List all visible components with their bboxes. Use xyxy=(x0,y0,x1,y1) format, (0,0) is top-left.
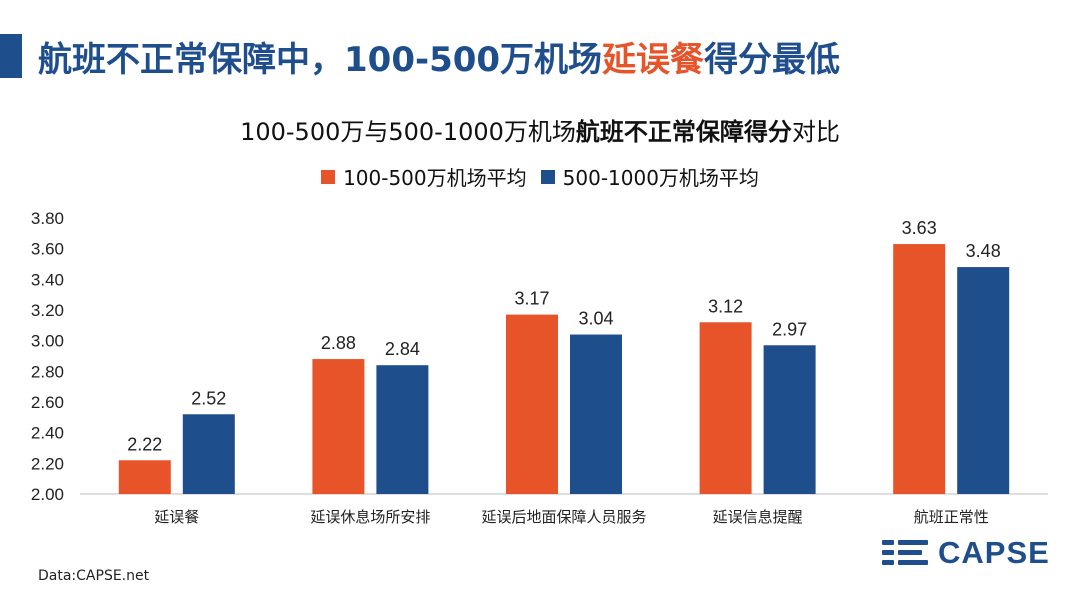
data-label-series-2-category-3: 3.04 xyxy=(578,309,613,329)
bar-series-2-category-1 xyxy=(182,414,235,494)
x-category-label: 延误餐 xyxy=(154,508,199,526)
legend-label-series-2: 500-1000万机场平均 xyxy=(562,166,759,190)
data-label-series-2-category-4: 2.97 xyxy=(772,319,807,339)
chart-title-prefix: 100-500万与500-1000万机场 xyxy=(240,118,576,146)
y-tick-label: 3.00 xyxy=(31,332,64,351)
y-tick-label: 3.80 xyxy=(31,209,64,228)
data-label-series-1-category-2: 2.88 xyxy=(321,333,356,353)
data-label-series-2-category-5: 3.48 xyxy=(966,241,1001,261)
bar-series-1-category-4 xyxy=(699,322,752,494)
bar-series-1-category-2 xyxy=(312,359,365,494)
y-tick-label: 2.00 xyxy=(31,485,64,504)
chart-title-bold: 航班不正常保障得分 xyxy=(575,118,792,146)
y-tick-label: 2.80 xyxy=(31,362,64,381)
slide-title-part1: 航班不正常保障中，100-500万机场 xyxy=(38,40,603,80)
capse-logo: CAPSE xyxy=(882,535,1050,570)
data-label-series-2-category-1: 2.52 xyxy=(191,388,226,408)
bar-series-1-category-3 xyxy=(506,314,558,494)
y-tick-label: 3.60 xyxy=(31,240,64,259)
data-label-series-1-category-3: 3.17 xyxy=(514,289,549,309)
bar-series-2-category-5 xyxy=(957,267,1010,494)
chart-title-suffix: 对比 xyxy=(791,118,840,146)
legend-swatch-series-1 xyxy=(321,169,336,184)
data-label-series-1-category-5: 3.63 xyxy=(902,218,937,238)
title-accent-bar xyxy=(0,34,22,78)
legend-item-series-2: 500-1000万机场平均 xyxy=(540,162,759,191)
capse-logo-mark-icon xyxy=(882,538,930,568)
x-category-label: 航班正常性 xyxy=(914,508,989,526)
slide-header: 航班不正常保障中，100-500万机场延误餐得分最低 xyxy=(0,24,1080,86)
data-label-series-2-category-2: 2.84 xyxy=(385,339,420,359)
legend-item-series-1: 100-500万机场平均 xyxy=(321,162,527,191)
bar-series-2-category-3 xyxy=(570,334,622,494)
data-label-series-1-category-1: 2.22 xyxy=(127,434,162,454)
slide-title-part2: 得分最低 xyxy=(704,40,841,80)
y-tick-label: 3.20 xyxy=(31,301,64,320)
bar-series-2-category-4 xyxy=(763,345,816,494)
slide-title: 航班不正常保障中，100-500万机场延误餐得分最低 xyxy=(38,32,840,81)
y-tick-label: 2.60 xyxy=(31,393,64,412)
x-category-label: 延误休息场所安排 xyxy=(310,508,430,526)
y-tick-label: 3.40 xyxy=(31,270,64,289)
legend-swatch-series-2 xyxy=(540,169,555,184)
chart-legend: 100-500万机场平均 500-1000万机场平均 xyxy=(0,162,1080,191)
data-source-note: Data:CAPSE.net xyxy=(38,568,150,584)
bar-series-2-category-2 xyxy=(376,365,429,494)
slide-title-highlight: 延误餐 xyxy=(602,40,705,80)
bar-series-1-category-1 xyxy=(118,460,171,494)
x-category-label: 延误信息提醒 xyxy=(713,508,803,526)
y-tick-label: 2.40 xyxy=(31,424,64,443)
y-tick-label: 2.20 xyxy=(31,454,64,473)
chart-title: 100-500万与500-1000万机场航班不正常保障得分对比 xyxy=(0,112,1080,147)
capse-logo-text: CAPSE xyxy=(938,535,1050,570)
bar-series-1-category-5 xyxy=(893,244,946,494)
data-label-series-1-category-4: 3.12 xyxy=(708,296,743,316)
x-category-label: 延误后地面保障人员服务 xyxy=(481,508,646,526)
legend-label-series-1: 100-500万机场平均 xyxy=(343,166,527,190)
